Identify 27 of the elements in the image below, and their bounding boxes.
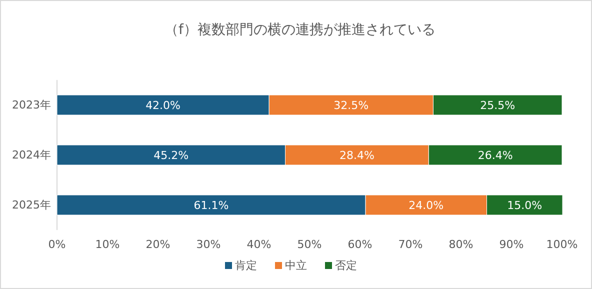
data-label: 15.0%: [507, 199, 542, 212]
x-tick-label: 50%: [297, 238, 322, 251]
x-tick-label: 0%: [48, 238, 66, 251]
legend-label: 否定: [335, 259, 357, 272]
x-tick-label: 10%: [95, 238, 120, 251]
data-label: 28.4%: [339, 149, 374, 162]
data-label: 42.0%: [146, 99, 181, 112]
x-tick-label: 100%: [546, 238, 578, 251]
legend-label: 中立: [285, 259, 307, 272]
data-label: 26.4%: [478, 149, 513, 162]
y-tick-label: 2024年: [12, 148, 51, 162]
legend-label: 肯定: [235, 259, 257, 272]
data-label: 45.2%: [154, 149, 189, 162]
chart-title: （f）複数部門の横の連携が推進されている: [164, 22, 436, 38]
x-tick-label: 40%: [246, 238, 272, 251]
x-tick-label: 30%: [196, 238, 221, 251]
y-tick-label: 2023年: [12, 98, 51, 112]
x-tick-label: 60%: [348, 238, 372, 251]
x-tick-label: 70%: [398, 238, 423, 251]
x-tick-label: 80%: [448, 238, 474, 251]
data-label: 61.1%: [194, 199, 229, 212]
data-label: 25.5%: [480, 99, 516, 112]
y-tick-label: 2025年: [12, 198, 51, 212]
x-tick-label: 90%: [499, 238, 524, 251]
x-tick-label: 20%: [146, 238, 170, 251]
data-label: 24.0%: [408, 199, 444, 212]
data-label: 32.5%: [334, 99, 369, 112]
